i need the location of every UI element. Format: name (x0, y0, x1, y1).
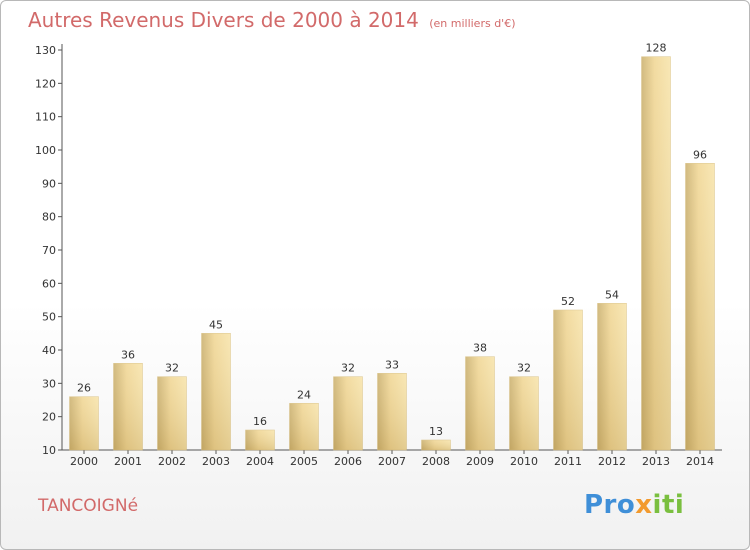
logo-part-1: Pro (584, 490, 636, 520)
logo-part-2: x (635, 490, 653, 520)
data-label-2008: 13 (429, 425, 443, 438)
data-label-2004: 16 (253, 415, 267, 428)
bar-shade-2005 (289, 403, 319, 450)
chart-title-unit: (en milliers d'€) (429, 17, 516, 30)
data-label-2001: 36 (121, 348, 135, 361)
data-label-2000: 26 (77, 382, 91, 395)
x-tick-label: 2012 (598, 455, 626, 468)
data-label-2007: 33 (385, 358, 399, 371)
y-tick-label: 80 (42, 211, 56, 224)
x-tick-label: 2005 (290, 455, 318, 468)
chart-title: Autres Revenus Divers de 2000 à 2014 (en… (28, 8, 516, 32)
data-label-2003: 45 (209, 318, 223, 331)
x-tick-label: 2013 (642, 455, 670, 468)
bars (69, 56, 715, 451)
y-tick-label: 70 (42, 244, 56, 257)
bar-shade-2010 (509, 376, 539, 450)
bar-shade-2014 (685, 163, 715, 451)
chart-title-main: Autres Revenus Divers de 2000 à 2014 (28, 8, 419, 32)
x-tick-label: 2010 (510, 455, 538, 468)
y-tick-label: 30 (42, 377, 56, 390)
x-tick-label: 2000 (70, 455, 98, 468)
bar-shade-2003 (201, 333, 231, 450)
x-tick-label: 2002 (158, 455, 186, 468)
y-tick-label: 90 (42, 177, 56, 190)
y-tick-label: 50 (42, 311, 56, 324)
x-tick-label: 2011 (554, 455, 582, 468)
bar-shade-2009 (465, 356, 495, 450)
y-tick-label: 130 (35, 44, 56, 57)
bar-shade-2002 (157, 376, 187, 450)
x-tick-label: 2006 (334, 455, 362, 468)
y-tick-label: 120 (35, 77, 56, 90)
data-label-2014: 96 (693, 148, 707, 161)
bar-shade-2001 (113, 363, 143, 450)
x-tick-label: 2003 (202, 455, 230, 468)
bar-shade-2000 (69, 396, 99, 450)
y-tick-label: 60 (42, 277, 56, 290)
commune-name: TANCOIGNé (38, 496, 139, 516)
bar-shade-2007 (377, 373, 407, 450)
y-tick-label: 10 (42, 444, 56, 457)
data-labels: 26 36 32 45 16 24 32 33 13 38 32 52 54 128 96 (77, 42, 707, 438)
x-tick-label: 2004 (246, 455, 274, 468)
y-tick-label: 100 (35, 144, 56, 157)
data-label-2005: 24 (297, 388, 311, 401)
y-tick-label: 110 (35, 111, 56, 124)
data-label-2010: 32 (517, 362, 531, 375)
bar-shade-2012 (597, 303, 627, 450)
data-label-2013: 128 (646, 42, 667, 55)
data-label-2006: 32 (341, 362, 355, 375)
bar-shade-2013 (641, 56, 671, 451)
x-tick-label: 2007 (378, 455, 406, 468)
bar-shade-2004 (245, 430, 275, 450)
bar-shade-2006 (333, 376, 363, 450)
x-tick-label: 2001 (114, 455, 142, 468)
logo-part-3: iti (652, 490, 685, 520)
data-label-2002: 32 (165, 362, 179, 375)
x-tick-label: 2009 (466, 455, 494, 468)
data-label-2012: 54 (605, 288, 619, 301)
bar-shade-2011 (553, 310, 583, 450)
data-label-2011: 52 (561, 295, 575, 308)
y-tick-label: 40 (42, 344, 56, 357)
x-tick-label: 2008 (422, 455, 450, 468)
x-tick-label: 2014 (686, 455, 714, 468)
y-tick-label: 20 (42, 411, 56, 424)
bar-shade-2008 (421, 440, 451, 450)
data-label-2009: 38 (473, 342, 487, 355)
proxiti-logo[interactable]: Proxiti (584, 490, 684, 520)
